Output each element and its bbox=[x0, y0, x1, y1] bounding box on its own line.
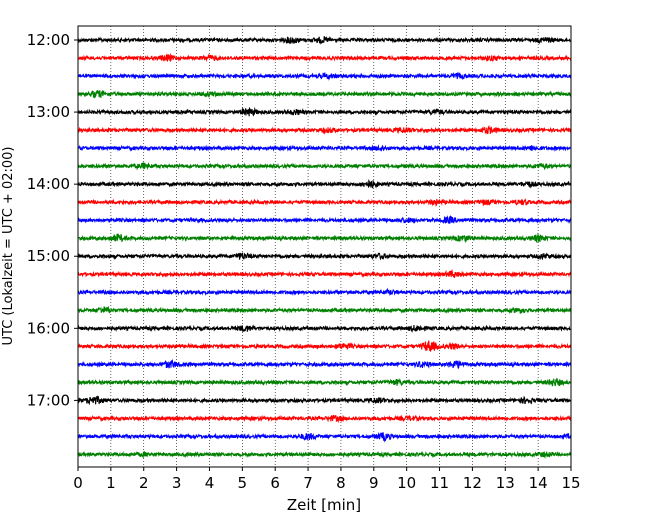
y-axis-ticks: 12:00 13:00 14:00 15:00 16:00 17:00 bbox=[27, 31, 78, 409]
y-tick-label: 14:00 bbox=[27, 175, 70, 193]
y-tick-label: 12:00 bbox=[27, 31, 70, 49]
x-tick-label: 7 bbox=[303, 474, 313, 492]
x-tick-label: 5 bbox=[238, 474, 248, 492]
seismogram-trace bbox=[77, 450, 572, 460]
y-tick-label: 16:00 bbox=[27, 319, 70, 337]
x-tick-label: 10 bbox=[397, 474, 416, 492]
x-tick-label: 6 bbox=[270, 474, 280, 492]
seismogram-trace bbox=[77, 52, 572, 63]
seismogram-trace bbox=[77, 198, 572, 207]
x-tick-label: 1 bbox=[106, 474, 116, 492]
x-tick-label: 11 bbox=[430, 474, 449, 492]
seismogram-trace bbox=[77, 252, 572, 261]
x-tick-label: 8 bbox=[336, 474, 346, 492]
seismogram-trace bbox=[77, 287, 572, 297]
seismogram-trace bbox=[77, 232, 572, 244]
seismogram-trace bbox=[77, 268, 572, 279]
x-axis-ticks: 0 1 2 3 4 5 6 7 8 9 10 11 12 13 14 15 bbox=[73, 467, 581, 492]
plot-frame bbox=[77, 25, 572, 468]
x-tick-label: 4 bbox=[205, 474, 215, 492]
seismogram-trace bbox=[77, 124, 572, 135]
x-tick-label: 3 bbox=[172, 474, 182, 492]
seismogram-trace bbox=[77, 89, 572, 99]
x-tick-label: 2 bbox=[139, 474, 149, 492]
seismogram-trace bbox=[77, 305, 572, 315]
x-tick-label: 13 bbox=[496, 474, 515, 492]
x-tick-label: 0 bbox=[73, 474, 83, 492]
seismogram-trace bbox=[77, 215, 572, 224]
seismogram-trace bbox=[77, 395, 572, 406]
y-tick-label: 15:00 bbox=[27, 247, 70, 265]
x-tick-label: 15 bbox=[561, 474, 580, 492]
seismogram-trace bbox=[77, 414, 572, 424]
seismogram-trace bbox=[77, 432, 572, 443]
seismogram-trace bbox=[77, 106, 572, 117]
helicorder-traces bbox=[77, 35, 572, 460]
x-axis-label: Zeit [min] bbox=[287, 496, 361, 514]
y-axis-label: UTC (Lokalzeit = UTC + 02:00) bbox=[1, 147, 16, 346]
y-tick-label: 17:00 bbox=[27, 391, 70, 409]
seismogram-trace bbox=[77, 35, 572, 45]
seismogram-trace bbox=[77, 324, 572, 333]
y-tick-label: 13:00 bbox=[27, 103, 70, 121]
seismogram-trace bbox=[77, 144, 572, 152]
seismogram-trace bbox=[77, 179, 572, 189]
x-tick-label: 9 bbox=[369, 474, 379, 492]
x-tick-label: 14 bbox=[529, 474, 548, 492]
seismogram-trace bbox=[77, 377, 572, 387]
seismogram-trace bbox=[77, 162, 572, 171]
seismogram-trace bbox=[77, 358, 572, 370]
x-tick-label: 12 bbox=[463, 474, 482, 492]
seismogram-trace bbox=[77, 71, 572, 81]
seismogram-trace bbox=[77, 340, 572, 352]
